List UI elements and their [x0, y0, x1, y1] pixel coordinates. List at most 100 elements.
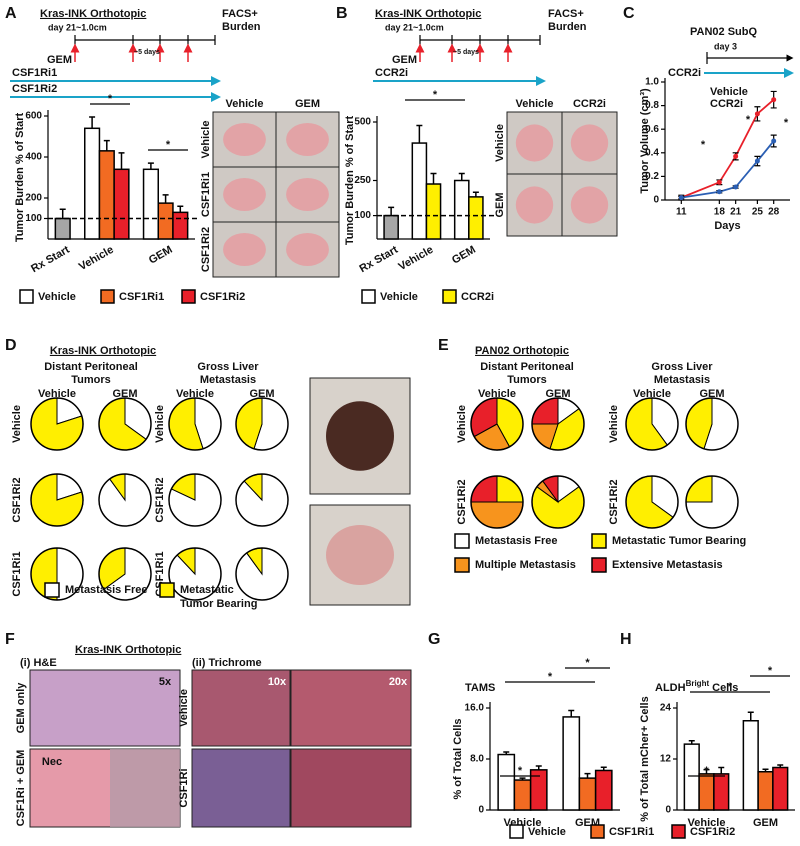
legend-label: Metastasis Free: [475, 535, 558, 547]
significance-star: *: [548, 671, 553, 683]
group-title: Tumors: [71, 374, 111, 386]
photo-row-label: CSF1Ri2: [200, 227, 212, 272]
y-tick-label: 100: [25, 213, 42, 224]
chart-title: PAN02 Orthotopic: [475, 345, 569, 357]
panel-label: D: [5, 337, 17, 354]
legend-swatch: [100, 289, 115, 304]
y-tick-label: 24: [660, 703, 672, 714]
legend-swatch: [454, 557, 470, 573]
pie-outline: [98, 397, 152, 451]
legend-swatch: [509, 824, 524, 839]
error-bar: [388, 206, 395, 216]
significance-star: *: [108, 93, 113, 105]
bar: [383, 214, 399, 240]
schematic-day: day 3: [714, 41, 737, 51]
bar: [497, 753, 516, 811]
y-axis-label: Tumor Volume (cm³): [639, 88, 651, 194]
photo-row-label: GEM: [494, 192, 506, 217]
x-tick-label: 21: [730, 207, 742, 218]
pie-outline: [470, 475, 524, 529]
schematic-title: Kras-INK Orthotopic: [375, 8, 481, 20]
pie-outline: [168, 397, 222, 451]
y-tick-label: 0: [653, 195, 659, 206]
legend-label: CCR2i: [710, 98, 743, 110]
x-axis-label: Days: [714, 220, 740, 232]
group-title: Metastasis: [654, 374, 710, 386]
legend-label: Vehicle: [528, 826, 566, 838]
data-point: [754, 158, 760, 164]
row-label: CSF1Ri1: [11, 551, 23, 596]
error-bar: [600, 766, 607, 771]
bar: [742, 720, 759, 811]
error-bar: [118, 152, 125, 170]
bar: [113, 168, 130, 240]
treatment-label: CSF1Ri1: [12, 67, 57, 79]
pie-outline: [98, 547, 152, 601]
bar: [562, 716, 581, 811]
photo-specimen: [286, 123, 329, 156]
error-bar: [688, 739, 695, 745]
y-tick-label: 0: [665, 805, 671, 816]
interval-label: ~5 days: [453, 49, 479, 56]
sub-panel-title: (ii) Trichrome: [192, 657, 262, 669]
treatment-label: CCR2i: [668, 67, 701, 79]
annotation: Nec: [42, 756, 62, 768]
y-tick-label: 0.6: [645, 124, 659, 135]
treatment-label: CSF1Ri2: [12, 83, 57, 95]
pie-outline: [98, 473, 152, 527]
panel-label: H: [620, 631, 632, 648]
legend-label: CSF1Ri1: [609, 826, 654, 838]
chart-title: TAMS: [465, 682, 495, 694]
pie-outline: [30, 397, 84, 451]
error-bar: [103, 139, 110, 151]
drug-label: GEM: [47, 54, 72, 66]
error-bar: [177, 205, 184, 213]
pie-outline: [30, 547, 84, 601]
legend-swatch: [19, 289, 34, 304]
legend-label: Vehicle: [38, 291, 76, 303]
title-suffix: Cells: [712, 682, 738, 694]
bar: [54, 217, 71, 240]
column-label: GEM: [545, 388, 570, 400]
legend-label: Metastatic: [180, 584, 234, 596]
x-tick-label: GEM: [753, 817, 778, 829]
photo-column-label: Vehicle: [226, 98, 264, 110]
drug-label: GEM: [392, 54, 417, 66]
data-point: [754, 111, 760, 117]
schematic-endpoint: Burden: [548, 21, 587, 33]
column-label: Vehicle: [38, 388, 76, 400]
row-label: CSF1Ri2: [11, 477, 23, 522]
photo-row-label: CSF1Ri1: [200, 172, 212, 217]
panel-label: C: [623, 5, 635, 22]
bar: [772, 766, 789, 811]
column-label: Vehicle: [633, 388, 671, 400]
legend-swatch: [442, 289, 457, 304]
error-bar: [718, 766, 725, 774]
group-title: Tumors: [507, 374, 547, 386]
column-label: GEM: [249, 388, 274, 400]
error-bar: [162, 194, 169, 204]
row-label: CSF1Ri2: [456, 479, 468, 524]
schematic-endpoint: FACS+: [222, 8, 258, 20]
y-axis-label: % of Total mCher+ Cells: [639, 696, 651, 821]
legend-swatch: [590, 824, 605, 839]
legend-label: Vehicle: [380, 291, 418, 303]
panel-label: A: [5, 5, 17, 22]
panel-label: F: [5, 631, 15, 648]
error-bar: [503, 751, 510, 755]
photo-row-label: Vehicle: [200, 121, 212, 159]
legend-swatch: [44, 582, 60, 598]
photo-specimen: [515, 124, 554, 162]
bar: [594, 769, 613, 811]
row-label: CSF1Ri: [178, 768, 190, 807]
photo-specimen: [223, 233, 266, 266]
column-label: Vehicle: [478, 388, 516, 400]
histology-region: [110, 749, 180, 827]
significance-star: *: [701, 139, 706, 151]
histology-image: [29, 669, 181, 747]
error-bar: [89, 116, 96, 129]
legend-swatch: [159, 582, 175, 598]
error-bar: [747, 711, 754, 721]
photo-column-label: CCR2i: [573, 98, 606, 110]
